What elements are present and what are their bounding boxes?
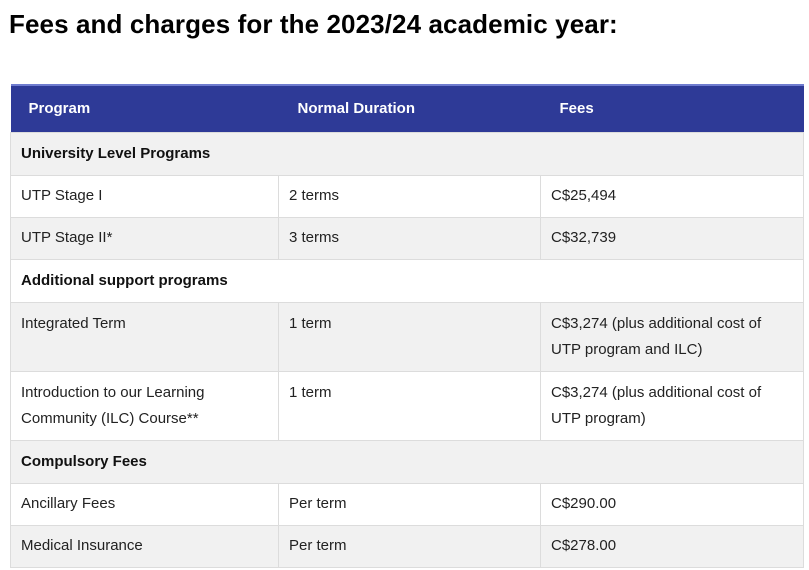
program-cell: Introduction to our Learning Community (…: [10, 370, 279, 441]
fees-cell: C$3,274 (plus additional cost of UTP pro…: [540, 301, 804, 372]
column-header-fees: Fees: [540, 84, 804, 132]
program-cell: UTP Stage I: [10, 174, 279, 218]
duration-cell: Per term: [278, 524, 541, 568]
section-row-university-level: University Level Programs: [10, 131, 804, 176]
program-cell: Integrated Term: [10, 301, 279, 372]
duration-cell: 2 terms: [278, 174, 541, 218]
duration-cell: 3 terms: [278, 216, 541, 260]
table-row: UTP Stage I 2 terms C$25,494: [10, 174, 804, 218]
section-title: University Level Programs: [10, 131, 804, 176]
section-row-additional-support: Additional support programs: [10, 258, 804, 303]
table-row: UTP Stage II* 3 terms C$32,739: [10, 216, 804, 260]
fees-cell: C$3,274 (plus additional cost of UTP pro…: [540, 370, 804, 441]
page-title: Fees and charges for the 2023/24 academi…: [9, 9, 618, 39]
fees-cell: C$290.00: [540, 482, 804, 526]
duration-cell: 1 term: [278, 370, 541, 441]
program-cell: Medical Insurance: [10, 524, 279, 568]
fees-cell: C$278.00: [540, 524, 804, 568]
section-title: Compulsory Fees: [10, 439, 804, 484]
program-cell: Ancillary Fees: [10, 482, 279, 526]
section-row-compulsory-fees: Compulsory Fees: [10, 439, 804, 484]
table-row: Ancillary Fees Per term C$290.00: [10, 482, 804, 526]
fees-cell: C$25,494: [540, 174, 804, 218]
table-row: Medical Insurance Per term C$278.00: [10, 524, 804, 568]
column-header-program: Program: [10, 84, 279, 132]
table-header-row: Program Normal Duration Fees: [10, 84, 804, 132]
table-row: Integrated Term 1 term C$3,274 (plus add…: [10, 301, 804, 372]
fees-cell: C$32,739: [540, 216, 804, 260]
column-header-duration: Normal Duration: [278, 84, 541, 132]
table-row: Introduction to our Learning Community (…: [10, 370, 804, 441]
duration-cell: 1 term: [278, 301, 541, 372]
fees-table: Program Normal Duration Fees University …: [10, 84, 804, 568]
section-title: Additional support programs: [10, 258, 804, 303]
duration-cell: Per term: [278, 482, 541, 526]
program-cell: UTP Stage II*: [10, 216, 279, 260]
